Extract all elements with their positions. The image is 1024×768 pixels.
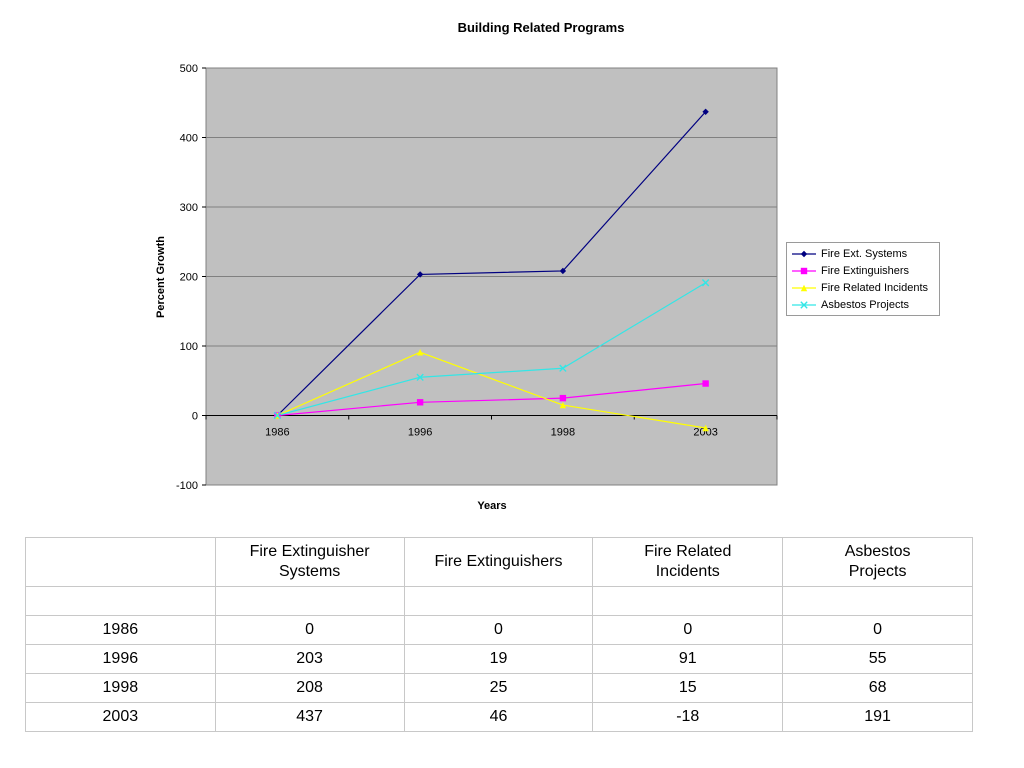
data-point — [416, 399, 424, 406]
chart-legend: Fire Ext. Systems Fire Extinguishers Fir… — [786, 242, 940, 316]
data-point — [416, 373, 424, 381]
y-axis-label: Percent Growth — [155, 236, 167, 318]
table-cell: 68 — [782, 673, 973, 703]
legend-marker — [800, 300, 808, 309]
series-line-2 — [277, 351, 706, 429]
table-empty-row — [25, 586, 973, 616]
series-markers — [273, 108, 710, 432]
data-point — [273, 411, 282, 420]
chart-title: Building Related Programs — [458, 20, 625, 35]
table-cell: 0 — [782, 615, 973, 645]
series-line-1 — [277, 382, 706, 417]
data-point — [701, 279, 710, 287]
legend-item-asbestos-projects: Asbestos Projects — [787, 296, 939, 313]
data-point — [559, 364, 567, 372]
legend-swatch — [792, 267, 816, 274]
y-tick-label: 500 — [180, 63, 198, 75]
table-cell: 1986 — [25, 615, 216, 645]
table-cell: 191 — [782, 702, 973, 732]
legend-swatch — [792, 300, 816, 309]
x-tick-label: 1998 — [551, 427, 575, 439]
table-cell — [782, 586, 973, 616]
y-tick-label: 300 — [180, 202, 198, 214]
data-point — [559, 394, 567, 402]
legend-marker — [800, 267, 808, 274]
table-cell: 0 — [592, 615, 784, 645]
table-header-cell: Fire Related Incidents — [592, 537, 784, 587]
legend-label: Fire Extinguishers — [821, 264, 910, 277]
series-line-3 — [277, 282, 706, 417]
legend-item-fire-ext-systems: Fire Ext. Systems — [787, 245, 939, 262]
table-header-cell — [25, 537, 216, 587]
header-text: Asbestos Projects — [844, 543, 911, 580]
legend-item-fire-extinguishers: Fire Extinguishers — [787, 262, 939, 279]
table-header-cell: Asbestos Projects — [782, 537, 973, 587]
table-cell: 437 — [214, 702, 405, 732]
table-cell: 19 — [403, 644, 594, 674]
table-row: 1998 208 25 15 68 — [25, 673, 973, 703]
x-axis: 1986 1996 1998 2003 — [205, 415, 778, 439]
table-row: 1996 203 19 91 55 — [25, 644, 973, 674]
table-cell: 2003 — [25, 702, 216, 732]
y-tick-label: 200 — [180, 272, 198, 284]
data-table: Fire Extinguisher Systems Fire Extinguis… — [25, 537, 973, 732]
table-header-row: Fire Extinguisher Systems Fire Extinguis… — [25, 537, 973, 587]
line-chart: Building Related Programs 500 400 300 200 10… — [155, 20, 778, 512]
series-lines — [276, 111, 707, 429]
data-point — [702, 380, 709, 387]
data-point — [559, 401, 567, 409]
data-point — [702, 424, 709, 432]
x-tick-label: 1986 — [265, 427, 289, 439]
table-cell — [25, 586, 216, 616]
table-cell — [403, 586, 594, 616]
table-header-cell: Fire Extinguisher Systems — [214, 537, 405, 587]
header-text: Fire Extinguisher Systems — [249, 543, 370, 580]
table-cell: 203 — [214, 644, 405, 674]
table-cell: -18 — [592, 702, 784, 732]
table-cell: 55 — [782, 644, 973, 674]
series-line-0 — [276, 111, 707, 416]
table-cell: 0 — [403, 615, 594, 645]
header-text: Fire Related Incidents — [644, 543, 732, 580]
legend-marker — [800, 250, 808, 257]
legend-label: Fire Related Incidents — [821, 281, 928, 294]
y-tick-label: 400 — [180, 133, 198, 145]
legend-swatch — [792, 250, 816, 257]
x-tick-label: 2003 — [693, 427, 717, 439]
table-cell — [214, 586, 405, 616]
legend-label: Fire Ext. Systems — [821, 247, 908, 260]
x-axis-label: Years — [477, 500, 506, 512]
legend-item-fire-related-incidents: Fire Related Incidents — [787, 279, 939, 296]
table-row: 2003 437 46 -18 191 — [25, 702, 973, 732]
table-cell: 15 — [592, 673, 784, 703]
header-text: Fire Extinguishers — [434, 553, 563, 570]
table-row: 1986 0 0 0 0 — [25, 615, 973, 645]
legend-swatch — [792, 284, 816, 291]
data-point — [416, 271, 424, 278]
x-tick-label: 1996 — [408, 427, 432, 439]
table-cell: 91 — [592, 644, 784, 674]
table-header-cell: Fire Extinguishers — [403, 537, 594, 587]
y-tick-label: -100 — [176, 480, 198, 492]
y-axis-ticks: 500 400 300 200 100 0 -100 — [176, 63, 206, 492]
legend-marker — [800, 284, 808, 291]
table-cell: 25 — [403, 673, 594, 703]
legend-label: Asbestos Projects — [821, 298, 910, 311]
y-tick-label: 100 — [180, 341, 198, 353]
data-point — [416, 349, 424, 356]
table-cell: 0 — [214, 615, 405, 645]
data-point — [702, 108, 709, 115]
table-cell: 208 — [214, 673, 405, 703]
data-point — [559, 267, 567, 275]
table-cell — [592, 586, 784, 616]
table-cell: 1998 — [25, 673, 216, 703]
y-tick-label: 0 — [192, 411, 198, 423]
table-cell: 1996 — [25, 644, 216, 674]
table-cell: 46 — [403, 702, 594, 732]
